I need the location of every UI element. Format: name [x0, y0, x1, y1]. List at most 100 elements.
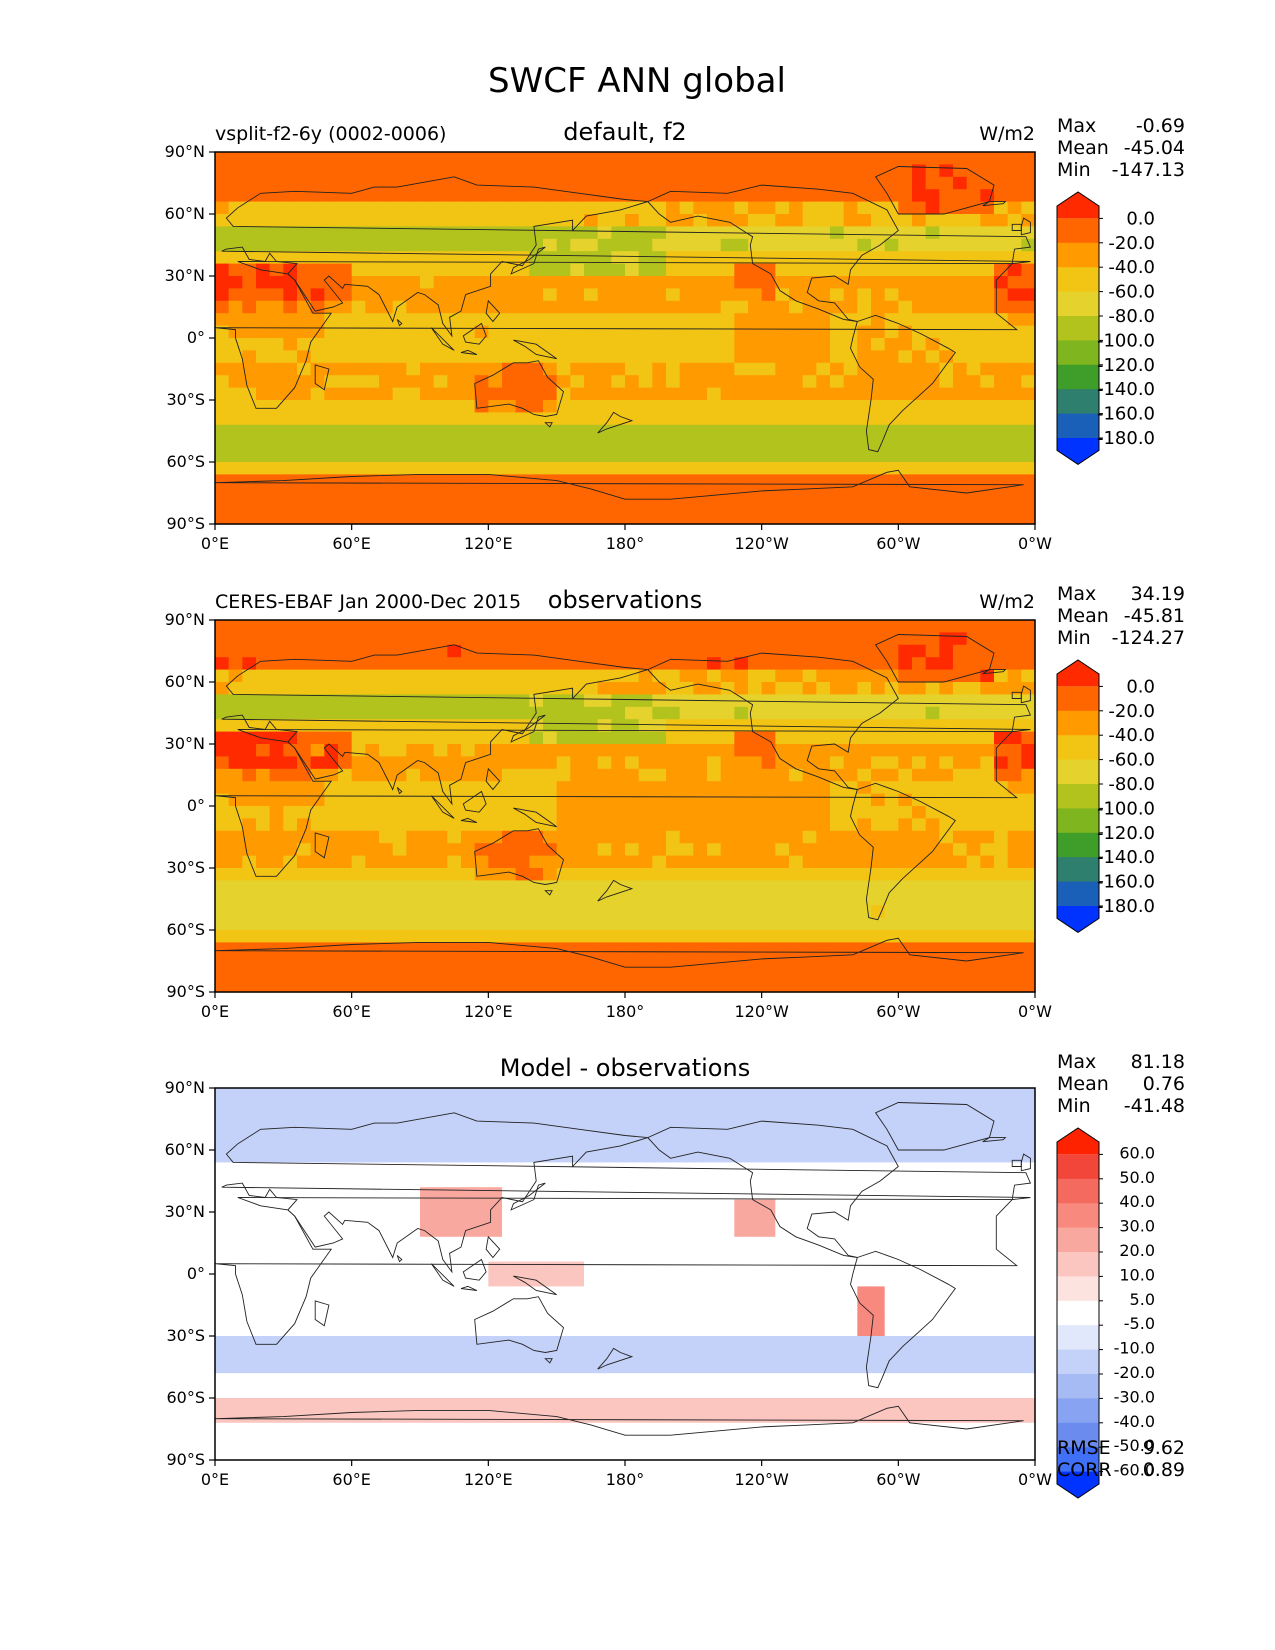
field-cell — [392, 793, 407, 807]
field-cell — [256, 511, 271, 525]
field-cell — [515, 644, 530, 658]
field-cell — [748, 1150, 763, 1163]
field-cell — [488, 486, 503, 500]
field-cell — [324, 1112, 339, 1126]
field-cell — [461, 226, 476, 240]
field-cell — [625, 1112, 640, 1126]
field-cell — [433, 731, 448, 745]
field-cell — [720, 462, 735, 475]
field-cell — [488, 511, 503, 525]
field-cell — [939, 338, 954, 351]
field-cell — [420, 806, 435, 819]
field-cell — [461, 238, 476, 252]
field-cell — [474, 1162, 489, 1176]
field-cell — [297, 511, 312, 525]
field-cell — [693, 338, 708, 351]
field-cell — [228, 499, 243, 513]
field-cell — [884, 682, 899, 695]
field-cell — [502, 362, 517, 376]
field-cell — [638, 694, 653, 708]
field-cell — [1007, 362, 1022, 376]
field-cell — [1021, 706, 1036, 720]
field-cell — [925, 1298, 940, 1312]
field-cell — [392, 1150, 407, 1163]
field-cell — [816, 387, 831, 401]
field-cell — [994, 1274, 1009, 1287]
field-cell — [379, 1286, 394, 1300]
field-cell — [775, 880, 790, 894]
field-cell — [775, 706, 790, 720]
field-cell — [693, 967, 708, 981]
field-cell — [830, 806, 845, 819]
field-cell — [433, 1224, 448, 1238]
field-cell — [365, 449, 380, 463]
field-cell — [652, 682, 667, 695]
field-cell — [925, 1274, 940, 1287]
field-cell — [898, 350, 913, 364]
field-cell — [420, 793, 435, 807]
field-cell — [679, 682, 694, 695]
field-cell — [351, 226, 366, 240]
field-cell — [556, 424, 571, 438]
field-cell — [666, 818, 681, 832]
field-cell — [980, 412, 995, 426]
field-cell — [597, 1249, 612, 1263]
field-cell — [584, 276, 599, 289]
field-cell — [638, 1311, 653, 1325]
coast-island — [513, 339, 557, 360]
field-cell — [939, 855, 954, 869]
field-cell — [843, 424, 858, 438]
field-cell — [269, 620, 284, 633]
field-cell — [228, 511, 243, 525]
field-cell — [351, 855, 366, 869]
field-cell — [761, 917, 776, 931]
field-cell — [570, 1137, 585, 1151]
field-cell — [1007, 806, 1022, 819]
field-cell — [707, 300, 722, 314]
field-cell — [720, 1088, 735, 1101]
field-cell — [748, 424, 763, 438]
field-cell — [884, 694, 899, 708]
field-cell — [720, 756, 735, 770]
field-cell — [802, 917, 817, 931]
field-cell — [283, 325, 298, 339]
field-cell — [843, 1150, 858, 1163]
field-cell — [215, 511, 230, 525]
field-cell — [666, 300, 681, 314]
field-cell — [474, 657, 489, 671]
field-cell — [789, 620, 804, 633]
field-cell — [802, 214, 817, 227]
field-cell — [215, 694, 230, 708]
field-cell — [871, 744, 886, 757]
field-cell — [379, 1187, 394, 1201]
field-cell — [652, 1100, 667, 1114]
field-cell — [269, 486, 284, 500]
field-cell — [707, 855, 722, 869]
y-tick-label: 30°N — [165, 734, 205, 753]
colorbar-tick-label: -40.0 — [1108, 257, 1155, 278]
field-cell — [584, 338, 599, 351]
field-cell — [980, 818, 995, 832]
field-cell — [420, 1125, 435, 1139]
field-cell — [556, 1323, 571, 1337]
coast-island — [1011, 691, 1022, 699]
field-cell — [447, 806, 462, 819]
field-cell — [1007, 300, 1022, 314]
field-cell — [980, 942, 995, 956]
field-cell — [228, 1336, 243, 1349]
field-cell — [447, 942, 462, 956]
field-cell — [351, 164, 366, 178]
field-cell — [666, 855, 681, 869]
field-cell — [761, 474, 776, 488]
field-cell — [420, 1298, 435, 1312]
field-cell — [283, 201, 298, 215]
field-cell — [269, 1224, 284, 1238]
field-cell — [570, 300, 585, 314]
field-cell — [515, 226, 530, 240]
field-cell — [1021, 1212, 1036, 1225]
field-cell — [802, 486, 817, 500]
field-cell — [693, 830, 708, 844]
field-cell — [556, 350, 571, 364]
field-cell — [215, 238, 230, 252]
field-cell — [351, 338, 366, 351]
